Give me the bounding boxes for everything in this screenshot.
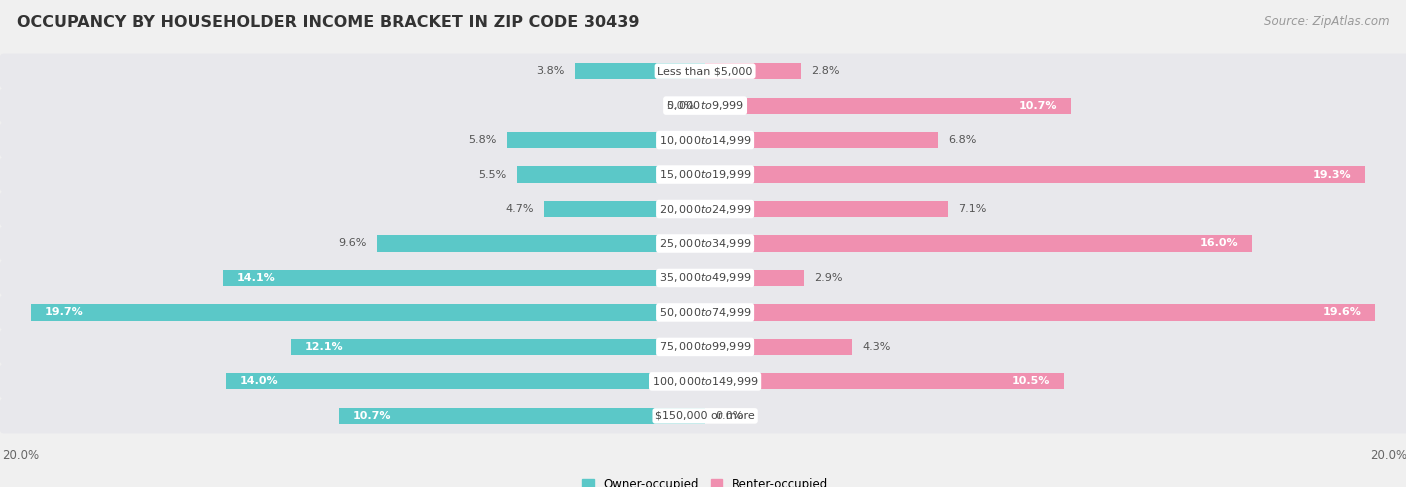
Text: 10.7%: 10.7% — [353, 411, 391, 421]
FancyBboxPatch shape — [0, 226, 1406, 261]
Text: 10.5%: 10.5% — [1012, 376, 1050, 386]
Legend: Owner-occupied, Renter-occupied: Owner-occupied, Renter-occupied — [582, 478, 828, 487]
Text: $5,000 to $9,999: $5,000 to $9,999 — [666, 99, 744, 112]
Text: 19.6%: 19.6% — [1323, 307, 1362, 318]
Bar — [224, 270, 706, 286]
FancyBboxPatch shape — [0, 398, 1406, 433]
Text: Less than $5,000: Less than $5,000 — [658, 66, 752, 76]
Bar — [706, 235, 1253, 252]
Text: 3.8%: 3.8% — [537, 66, 565, 76]
Text: OCCUPANCY BY HOUSEHOLDER INCOME BRACKET IN ZIP CODE 30439: OCCUPANCY BY HOUSEHOLDER INCOME BRACKET … — [17, 15, 640, 30]
FancyBboxPatch shape — [0, 295, 1406, 330]
Text: $15,000 to $19,999: $15,000 to $19,999 — [659, 168, 751, 181]
Bar — [706, 63, 801, 79]
Bar — [517, 167, 706, 183]
Text: 5.5%: 5.5% — [478, 169, 506, 180]
Text: $25,000 to $34,999: $25,000 to $34,999 — [659, 237, 751, 250]
Text: 7.1%: 7.1% — [959, 204, 987, 214]
Text: $35,000 to $49,999: $35,000 to $49,999 — [659, 271, 751, 284]
Bar — [706, 201, 948, 217]
Bar — [377, 235, 706, 252]
Bar — [506, 132, 706, 148]
Text: 14.1%: 14.1% — [236, 273, 276, 283]
Text: 4.3%: 4.3% — [862, 342, 891, 352]
FancyBboxPatch shape — [0, 157, 1406, 192]
Text: $75,000 to $99,999: $75,000 to $99,999 — [659, 340, 751, 354]
FancyBboxPatch shape — [0, 329, 1406, 364]
Bar — [706, 97, 1071, 113]
Bar — [339, 408, 706, 424]
Text: 0.0%: 0.0% — [666, 101, 695, 111]
Bar — [706, 132, 938, 148]
FancyBboxPatch shape — [0, 88, 1406, 123]
Text: $50,000 to $74,999: $50,000 to $74,999 — [659, 306, 751, 319]
Text: 19.7%: 19.7% — [45, 307, 84, 318]
Text: 2.8%: 2.8% — [811, 66, 839, 76]
Text: $150,000 or more: $150,000 or more — [655, 411, 755, 421]
Text: $10,000 to $14,999: $10,000 to $14,999 — [659, 133, 751, 147]
FancyBboxPatch shape — [0, 54, 1406, 89]
FancyBboxPatch shape — [0, 123, 1406, 158]
Text: 12.1%: 12.1% — [305, 342, 343, 352]
Text: $20,000 to $24,999: $20,000 to $24,999 — [659, 203, 751, 216]
Text: 4.7%: 4.7% — [506, 204, 534, 214]
Bar — [706, 270, 804, 286]
Text: 16.0%: 16.0% — [1199, 239, 1239, 248]
Bar — [575, 63, 706, 79]
Text: 10.7%: 10.7% — [1019, 101, 1057, 111]
Text: 0.0%: 0.0% — [716, 411, 744, 421]
Bar — [291, 339, 706, 355]
FancyBboxPatch shape — [0, 364, 1406, 399]
FancyBboxPatch shape — [0, 191, 1406, 226]
Bar — [226, 374, 706, 390]
FancyBboxPatch shape — [0, 261, 1406, 296]
Bar — [706, 167, 1365, 183]
Text: $100,000 to $149,999: $100,000 to $149,999 — [652, 375, 758, 388]
Bar — [544, 201, 706, 217]
Text: 2.9%: 2.9% — [814, 273, 844, 283]
Text: 6.8%: 6.8% — [948, 135, 976, 145]
Text: 9.6%: 9.6% — [339, 239, 367, 248]
Bar — [706, 304, 1375, 320]
Text: 19.3%: 19.3% — [1313, 169, 1351, 180]
Bar — [706, 339, 852, 355]
Text: 5.8%: 5.8% — [468, 135, 496, 145]
Text: Source: ZipAtlas.com: Source: ZipAtlas.com — [1264, 15, 1389, 28]
Bar — [31, 304, 706, 320]
Bar — [706, 374, 1064, 390]
Text: 14.0%: 14.0% — [240, 376, 278, 386]
